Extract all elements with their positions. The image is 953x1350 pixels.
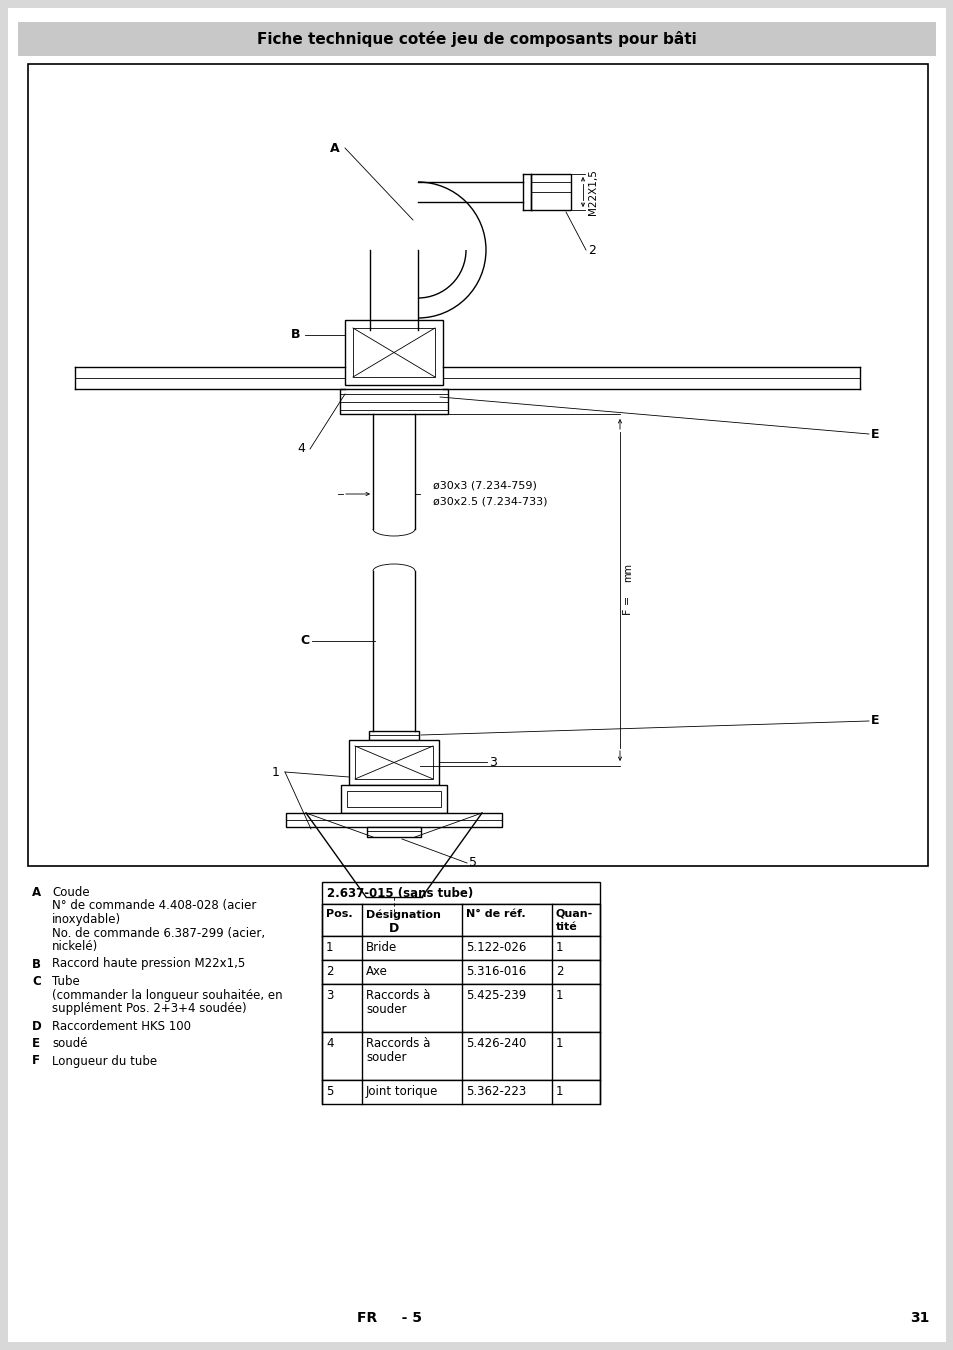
Text: 2: 2 [587,243,596,256]
Text: C: C [300,634,310,648]
Text: souder: souder [366,1052,406,1064]
Text: Fiche technique cotée jeu de composants pour bâti: Fiche technique cotée jeu de composants … [257,31,696,47]
Text: No. de commande 6.387-299 (acier,: No. de commande 6.387-299 (acier, [52,926,265,940]
Bar [18,22,935,55]
Text: 1: 1 [556,1037,563,1050]
Text: nickelé): nickelé) [52,940,98,953]
Text: Pos.: Pos. [326,909,353,919]
Text: N° de réf.: N° de réf. [465,909,525,919]
Text: 1: 1 [326,941,334,954]
Bar [340,784,447,813]
Bar [286,813,501,828]
Text: 5: 5 [326,1085,333,1098]
Bar [322,1031,599,1080]
Text: A: A [330,142,339,154]
Text: M22X1,5: M22X1,5 [587,169,598,215]
Text: Tube: Tube [52,975,80,988]
Text: 5.122-026: 5.122-026 [465,941,526,954]
Bar [345,320,442,385]
Bar [322,904,599,936]
Text: mm: mm [622,563,633,582]
Text: Raccordement HKS 100: Raccordement HKS 100 [52,1019,191,1033]
Text: 5: 5 [469,856,476,869]
Text: 5.426-240: 5.426-240 [465,1037,526,1050]
Text: N° de commande 4.408-028 (acier: N° de commande 4.408-028 (acier [52,899,256,913]
Bar [349,740,438,784]
Text: D: D [389,922,398,936]
Text: 5.316-016: 5.316-016 [465,965,526,977]
Text: 2: 2 [326,965,334,977]
Text: Longueur du tube: Longueur du tube [52,1054,157,1068]
Text: A: A [32,886,41,899]
Text: E: E [870,714,879,728]
Text: Coude: Coude [52,886,90,899]
Text: Axe: Axe [366,965,388,977]
Text: Bride: Bride [366,941,396,954]
Text: tité: tité [556,922,578,931]
Text: E: E [870,428,879,440]
Text: F =: F = [622,595,633,614]
Bar [322,1080,599,1104]
Bar [369,730,418,740]
Text: soudé: soudé [52,1037,88,1050]
Text: 1: 1 [556,990,563,1002]
Bar [28,63,927,865]
Text: ø30x3 (7.234-759): ø30x3 (7.234-759) [433,481,537,491]
Text: Raccords à: Raccords à [366,990,430,1002]
Text: supplément Pos. 2+3+4 soudée): supplément Pos. 2+3+4 soudée) [52,1002,247,1015]
Text: 4: 4 [326,1037,334,1050]
Text: 3: 3 [326,990,333,1002]
Text: FR     - 5: FR - 5 [357,1311,422,1324]
Bar [355,747,433,779]
Bar [322,984,599,1031]
Text: B: B [291,328,299,342]
Text: 2.637-015 (sans tube): 2.637-015 (sans tube) [327,887,473,899]
Text: 3: 3 [489,756,497,768]
Bar [531,174,571,211]
Bar [322,960,599,984]
Text: Joint torique: Joint torique [366,1085,438,1098]
Bar [347,791,440,807]
Bar [322,936,599,960]
Text: 4: 4 [296,443,305,455]
Text: Désignation: Désignation [366,909,440,919]
Text: 5.425-239: 5.425-239 [465,990,526,1002]
Text: Raccords à: Raccords à [366,1037,430,1050]
Bar [322,882,599,905]
Text: D: D [32,1019,42,1033]
Bar [339,389,448,414]
Text: 1: 1 [556,1085,563,1098]
Text: inoxydable): inoxydable) [52,913,121,926]
Text: 1: 1 [556,941,563,954]
Bar [367,828,420,837]
Text: Quan-: Quan- [556,909,593,919]
Text: 2: 2 [556,965,563,977]
Text: (commander la longueur souhaitée, en: (commander la longueur souhaitée, en [52,988,282,1002]
Text: ø30x2.5 (7.234-733): ø30x2.5 (7.234-733) [433,497,547,508]
Text: F: F [32,1054,40,1068]
Bar [353,328,435,377]
Text: C: C [32,975,41,988]
Text: B: B [32,957,41,971]
Text: souder: souder [366,1003,406,1017]
Text: 31: 31 [909,1311,929,1324]
Text: 1: 1 [272,765,280,779]
Text: 5.362-223: 5.362-223 [465,1085,526,1098]
Text: E: E [32,1037,40,1050]
Text: Raccord haute pression M22x1,5: Raccord haute pression M22x1,5 [52,957,245,971]
